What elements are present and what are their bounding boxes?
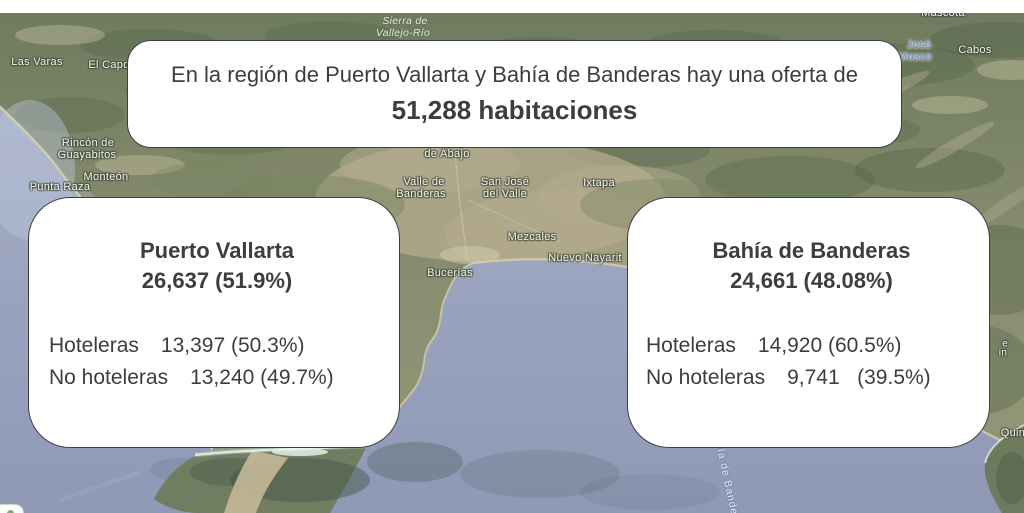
card-total: 26,637 (51.9%) [141, 268, 293, 293]
stat-label: Hoteleras [49, 334, 139, 357]
top-white-strip [0, 0, 1024, 13]
map-label-guayabitos: Guayabitos [57, 149, 117, 161]
map-label-punta-raza: Punta Raza [29, 181, 91, 193]
bahia-de-banderas-card: Bahía de Banderas 24,661 (48.08%) Hotele… [627, 197, 990, 448]
map-label-sierra-de: Sierra de [382, 15, 428, 27]
stat-value: 13,240 (49.7%) [190, 366, 334, 389]
map-label-bucerias: Bucerías [427, 267, 473, 279]
card-total: 24,661 (48.08%) [730, 268, 893, 293]
stat-label: No hoteleras [646, 366, 766, 389]
map-label-fragment-in: in [998, 347, 1008, 359]
map-label-banderas: Banderas [396, 188, 446, 200]
map-label-del-valle: del Valle [482, 188, 528, 200]
map-label-quin: Quin [1000, 427, 1024, 439]
stat-value: 14,920 (60.5%) [757, 334, 902, 357]
stat-row-hoteleras: Hoteleras 14,920 (60.5%) [646, 330, 977, 362]
stat-row-no-hoteleras: No hoteleras 13,240 (49.7%) [49, 362, 385, 394]
map-label-san-jose: San José [480, 176, 530, 188]
map-label-el-capo: El Capo [88, 59, 130, 71]
map-label-rincon-de: Rincón de [61, 137, 115, 149]
stat-label: No hoteleras [49, 366, 169, 389]
summary-card: En la región de Puerto Vallarta y Bahía … [127, 40, 902, 148]
map-label-valle-de: Valle de [403, 176, 445, 188]
stat-row-no-hoteleras: No hoteleras 9,741 (39.5%) [646, 362, 977, 394]
map-label-fragment-e: e [1002, 338, 1008, 350]
map-label-vallejo-rio: Vallejo-Río [375, 27, 431, 39]
map-label-ixtapa: Ixtapa [583, 177, 615, 189]
stat-value: 9,741 (39.5%) [787, 366, 931, 389]
map-label-nuevo-nayarit: Nuevo Nayarit [548, 252, 622, 264]
card-title: Puerto Vallarta [139, 238, 295, 263]
map-label-de-abajo: de Abajo [424, 148, 470, 160]
stat-label: Hoteleras [646, 334, 736, 357]
summary-line1: En la región de Puerto Vallarta y Bahía … [171, 62, 858, 87]
card-title: Bahía de Banderas [712, 238, 911, 263]
map-label-jose: José [906, 39, 932, 51]
map-label-mezcales: Mezcales [507, 231, 557, 243]
map-label-cabos: Cabos [958, 44, 992, 56]
stat-value: 13,397 (50.3%) [160, 334, 305, 357]
stat-row-hoteleras: Hoteleras 13,397 (50.3%) [49, 330, 385, 362]
map-label-mosco: Mosco [898, 51, 932, 63]
puerto-vallarta-card: Puerto Vallarta 26,637 (51.9%) Hoteleras… [28, 197, 400, 448]
map-label-monteon: Monteón [83, 171, 129, 183]
summary-total-habitaciones: 51,288 habitaciones [391, 95, 638, 125]
cut-off-map-marker [0, 504, 24, 513]
map-label-las-varas: Las Varas [11, 56, 63, 68]
